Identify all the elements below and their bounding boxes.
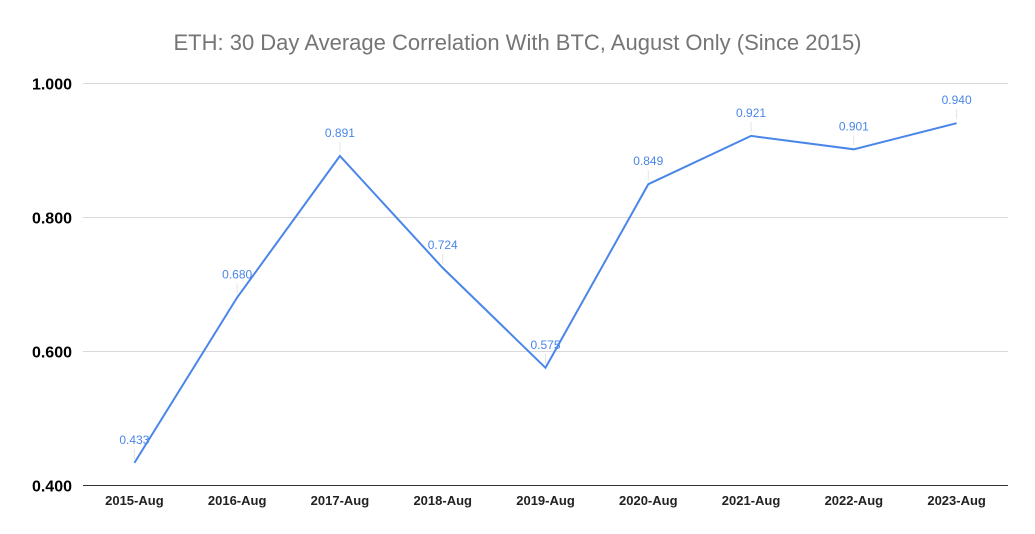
data-labels: 0.433 0.680 0.891 0.724 0.575 0.849 0.921 0.901…	[119, 93, 972, 465]
x-tick-label: 2019-Aug	[516, 493, 575, 508]
series-line	[133, 122, 957, 464]
y-tick-label: 0.800	[32, 211, 72, 228]
data-label: 0.891	[325, 126, 355, 140]
data-point	[441, 266, 445, 270]
data-point	[235, 295, 239, 299]
data-point	[749, 134, 753, 138]
data-point	[338, 154, 342, 158]
data-label: 0.680	[222, 267, 252, 281]
x-tick-label: 2018-Aug	[413, 493, 472, 508]
x-tick-label: 2023-Aug	[927, 493, 986, 508]
data-point	[852, 147, 856, 151]
data-point	[544, 366, 548, 370]
data-label: 0.940	[942, 93, 972, 107]
y-tick-label: 1.000	[32, 77, 72, 94]
gridlines	[83, 83, 1008, 486]
x-tick-label: 2017-Aug	[311, 493, 370, 508]
y-tick-label: 0.600	[32, 345, 72, 362]
data-label: 0.921	[736, 106, 766, 120]
x-tick-label: 2022-Aug	[825, 493, 884, 508]
y-tick-label: 0.400	[32, 479, 72, 496]
data-label: 0.433	[119, 433, 149, 447]
data-label: 0.901	[839, 119, 869, 133]
data-label: 0.849	[633, 154, 663, 168]
y-axis-ticks: 0.400 0.600 0.800 1.000	[32, 77, 72, 496]
data-point	[955, 121, 959, 125]
x-tick-label: 2021-Aug	[722, 493, 781, 508]
data-point	[132, 461, 136, 465]
data-label: 0.575	[530, 338, 560, 352]
data-point	[646, 182, 650, 186]
x-axis-ticks: 2015-Aug 2016-Aug 2017-Aug 2018-Aug 2019-Aug…	[105, 493, 986, 508]
x-tick-label: 2016-Aug	[208, 493, 267, 508]
x-tick-label: 2015-Aug	[105, 493, 164, 508]
chart-title: ETH: 30 Day Average Correlation With BTC…	[173, 30, 861, 55]
series-layer	[133, 122, 957, 464]
data-label: 0.724	[428, 238, 458, 252]
x-tick-label: 2020-Aug	[619, 493, 678, 508]
